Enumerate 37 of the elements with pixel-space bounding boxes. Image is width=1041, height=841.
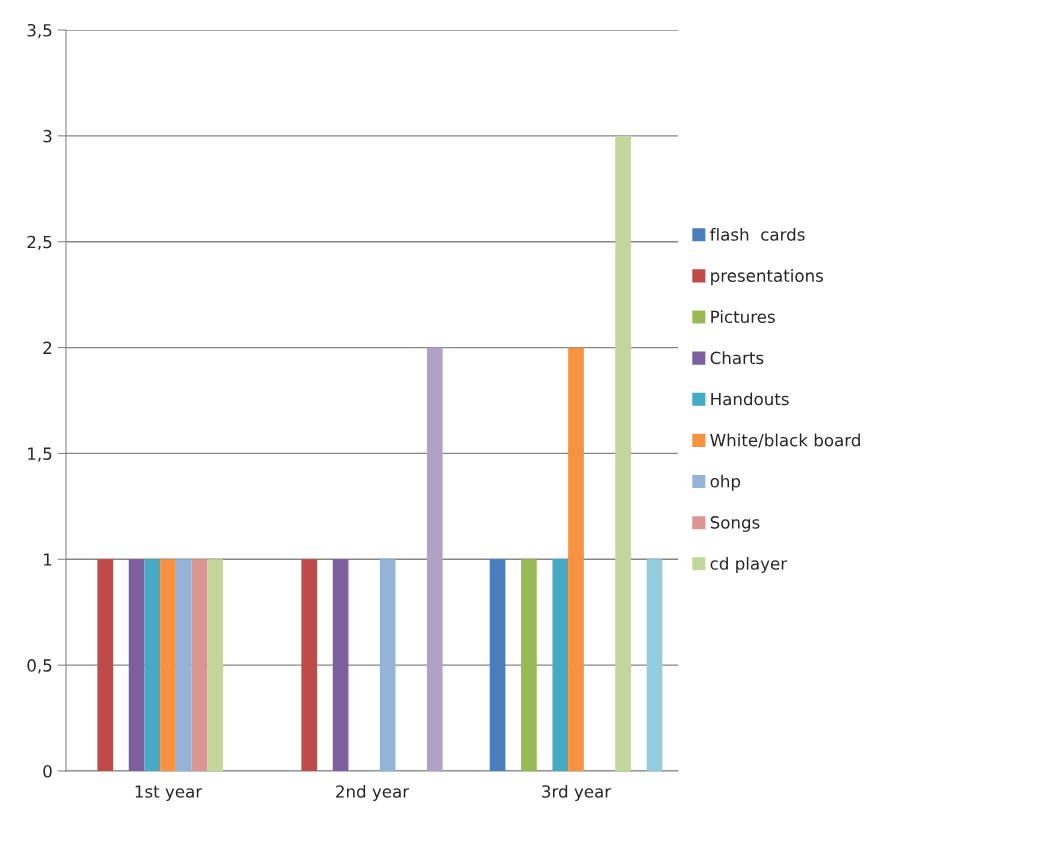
bar xyxy=(646,559,663,771)
bar xyxy=(301,559,318,771)
legend-label: ohp xyxy=(710,474,741,491)
y-tick-label: 0,5 xyxy=(27,659,52,674)
legend-label: Songs xyxy=(710,516,760,532)
x-tick-label: 3rd year xyxy=(542,784,612,802)
bar xyxy=(175,559,192,771)
x-tick-label: 2nd year xyxy=(336,784,410,802)
legend-label: White/black board xyxy=(710,433,860,448)
bar xyxy=(521,559,537,771)
bar xyxy=(128,559,145,771)
bar xyxy=(97,559,114,771)
y-tick-label: 2,5 xyxy=(27,235,52,250)
y-tick-label: 0 xyxy=(43,764,52,778)
bar xyxy=(615,135,631,771)
y-tick-label: 2 xyxy=(43,341,52,354)
bar xyxy=(144,559,161,771)
bar xyxy=(191,559,208,771)
y-tick-label: 1,5 xyxy=(28,447,52,462)
x-tick-label: 1st year xyxy=(135,785,203,802)
bar xyxy=(489,559,506,771)
legend-label: Charts xyxy=(710,351,764,365)
bar xyxy=(160,559,176,771)
bar xyxy=(426,347,443,771)
y-tick-label: 3,5 xyxy=(27,23,52,39)
legend-label: flash cards xyxy=(710,227,805,241)
y-tick-label: 3 xyxy=(43,129,52,143)
bar xyxy=(379,559,396,771)
bar xyxy=(332,559,349,771)
legend-label: Pictures xyxy=(711,310,775,324)
bar xyxy=(207,559,223,771)
y-tick-label: 1 xyxy=(44,553,52,566)
legend-label: cd player xyxy=(710,556,788,574)
bar xyxy=(552,559,569,771)
legend-label: Handouts xyxy=(711,392,789,406)
legend-label: presentations xyxy=(711,269,824,286)
bar xyxy=(568,347,584,771)
